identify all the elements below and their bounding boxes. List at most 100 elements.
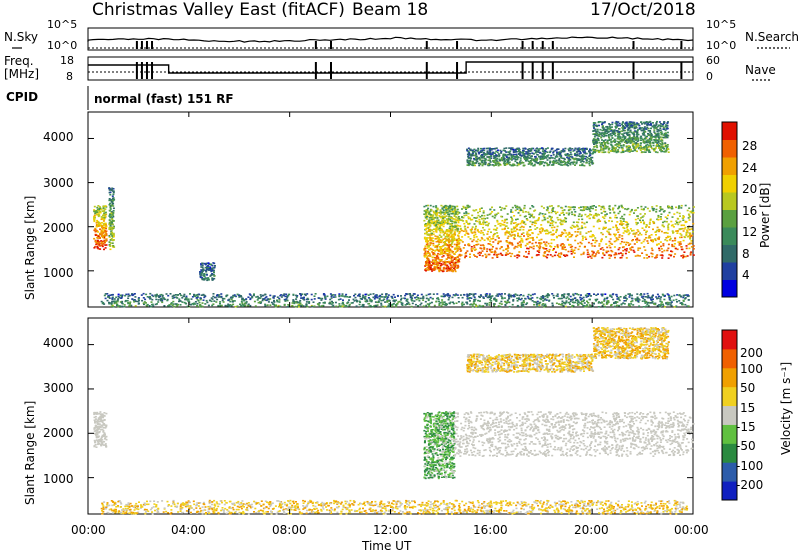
power-cell xyxy=(636,135,638,137)
power-cell xyxy=(556,236,558,238)
power-cell xyxy=(487,165,489,167)
power-cell xyxy=(517,245,519,247)
power-cell xyxy=(645,136,647,138)
power-cell xyxy=(583,209,585,211)
power-cell xyxy=(481,150,483,152)
power-cell xyxy=(94,206,96,208)
power-cell xyxy=(462,206,464,208)
power-cell xyxy=(207,278,209,280)
power-cell xyxy=(534,225,536,227)
power-cell xyxy=(196,303,198,305)
power-cell xyxy=(609,255,611,257)
power-cell xyxy=(441,256,443,258)
power-cell xyxy=(630,125,632,127)
power-cell xyxy=(552,210,554,212)
power-cell xyxy=(501,158,503,160)
power-cell xyxy=(667,248,669,250)
power-cell xyxy=(547,254,549,256)
power-cell xyxy=(607,251,609,253)
power-cell xyxy=(519,215,521,217)
power-cell xyxy=(617,130,619,132)
power-cell xyxy=(684,237,686,239)
power-cell xyxy=(637,138,639,140)
power-cell xyxy=(582,239,584,241)
power-cell xyxy=(108,235,110,237)
power-cell xyxy=(652,250,654,252)
nave-tick-low: 0 xyxy=(706,70,713,83)
power-cell xyxy=(508,147,510,149)
power-cell xyxy=(514,227,516,229)
power-cell xyxy=(99,248,101,250)
power-cell xyxy=(495,154,497,156)
power-cell xyxy=(666,218,668,220)
power-cell xyxy=(445,207,447,209)
power-cell xyxy=(454,265,456,267)
power-cell xyxy=(440,247,442,249)
power-cell xyxy=(664,210,666,212)
power-cell xyxy=(547,151,549,153)
power-cell xyxy=(488,243,490,245)
power-cell xyxy=(437,229,439,231)
power-cell xyxy=(111,235,113,237)
power-cell xyxy=(516,148,518,150)
power-cell xyxy=(522,151,524,153)
power-cell xyxy=(429,267,431,269)
power-cell xyxy=(676,212,678,214)
power-cell xyxy=(563,158,565,160)
power-cell xyxy=(440,252,442,254)
power-cell xyxy=(592,140,594,142)
power-cell xyxy=(645,145,647,147)
power-cell xyxy=(611,221,613,223)
power-cell xyxy=(601,257,603,259)
power-cell xyxy=(451,209,453,211)
power-cell xyxy=(655,147,657,149)
power-cell xyxy=(634,139,636,141)
power-cell xyxy=(575,247,577,249)
power-cell xyxy=(667,122,669,124)
power-cell xyxy=(524,155,526,157)
power-cell xyxy=(163,305,165,307)
power-cell xyxy=(670,238,672,240)
power-cell xyxy=(441,215,443,217)
power-cell xyxy=(557,217,559,219)
power-cell xyxy=(210,264,212,266)
power-cell xyxy=(438,270,440,272)
nsky-spike xyxy=(552,41,554,49)
power-cell xyxy=(677,241,679,243)
power-cell xyxy=(670,302,672,304)
power-cell xyxy=(446,234,448,236)
power-cell xyxy=(574,240,576,242)
power-cell xyxy=(518,153,520,155)
power-cell xyxy=(652,142,654,144)
power-cell xyxy=(185,297,187,299)
power-cell xyxy=(211,305,213,307)
power-cell xyxy=(133,294,135,296)
power-cell xyxy=(189,293,191,295)
power-cell xyxy=(564,209,566,211)
power-cell xyxy=(605,243,607,245)
power-cell xyxy=(583,252,585,254)
power-cell xyxy=(133,301,135,303)
power-cell xyxy=(175,296,177,298)
power-cell xyxy=(482,222,484,224)
power-cell xyxy=(646,121,648,123)
power-cell xyxy=(668,257,670,259)
power-cell xyxy=(542,229,544,231)
power-cell xyxy=(588,161,590,163)
power-cell xyxy=(574,231,576,233)
power-cell xyxy=(101,242,103,244)
power-cell xyxy=(578,249,580,251)
power-cell xyxy=(111,305,113,307)
power-cell xyxy=(486,153,488,155)
power-cell xyxy=(580,297,582,299)
power-cell xyxy=(525,153,527,155)
power-cell xyxy=(525,245,527,247)
power-cell xyxy=(667,132,669,134)
power-cell xyxy=(651,256,653,258)
power-cell xyxy=(683,216,685,218)
power-cell xyxy=(559,219,561,221)
power-cell xyxy=(608,149,610,151)
power-cell xyxy=(604,211,606,213)
power-cell xyxy=(465,211,467,213)
power-cell xyxy=(685,205,687,207)
